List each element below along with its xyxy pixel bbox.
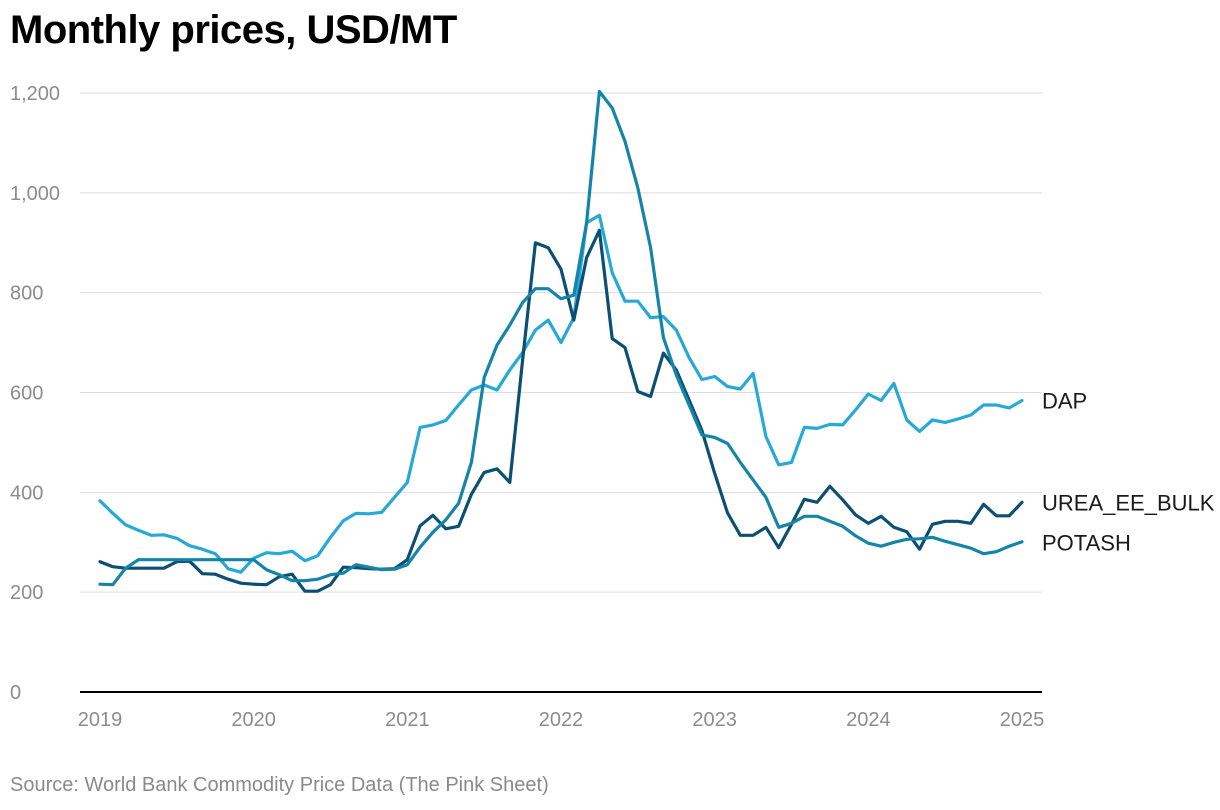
y-tick-label: 600 bbox=[10, 383, 43, 405]
y-tick-label: 800 bbox=[10, 283, 43, 305]
chart-title: Monthly prices, USD/MT bbox=[10, 8, 457, 52]
series-label-potash: POTASH bbox=[1042, 530, 1131, 555]
line-chart: 0 200 400 600 800 1,000 1,200 2019 2020 2021 2022… bbox=[10, 83, 1215, 731]
series-end-labels: DAP UREA_EE_BULK POTASH bbox=[1042, 388, 1215, 555]
x-tick-label: 2020 bbox=[231, 709, 276, 731]
source-note: Source: World Bank Commodity Price Data … bbox=[10, 774, 549, 796]
x-tick-label: 2019 bbox=[78, 709, 123, 731]
x-tick-label: 2025 bbox=[1000, 709, 1045, 731]
series-line-urea-ee-bulk bbox=[98, 228, 1024, 593]
x-tick-label: 2021 bbox=[385, 709, 430, 731]
series-label-dap: DAP bbox=[1042, 388, 1087, 413]
x-tick-label: 2024 bbox=[846, 709, 891, 731]
x-tick-label: 2023 bbox=[692, 709, 737, 731]
x-tick-label: 2022 bbox=[539, 709, 584, 731]
series-lines bbox=[98, 89, 1024, 593]
y-tick-label: 200 bbox=[10, 582, 43, 604]
y-tick-label: 400 bbox=[10, 482, 43, 504]
y-axis-ticks: 0 200 400 600 800 1,000 1,200 bbox=[10, 83, 60, 704]
y-tick-label: 0 bbox=[10, 682, 21, 704]
gridlines bbox=[80, 92, 1042, 593]
y-tick-label: 1,000 bbox=[10, 183, 60, 205]
series-label-urea-ee-bulk: UREA_EE_BULK bbox=[1042, 490, 1215, 515]
series-line-potash bbox=[98, 89, 1024, 587]
x-axis-ticks: 2019 2020 2021 2022 2023 2024 2025 bbox=[78, 709, 1045, 731]
y-tick-label: 1,200 bbox=[10, 83, 60, 105]
